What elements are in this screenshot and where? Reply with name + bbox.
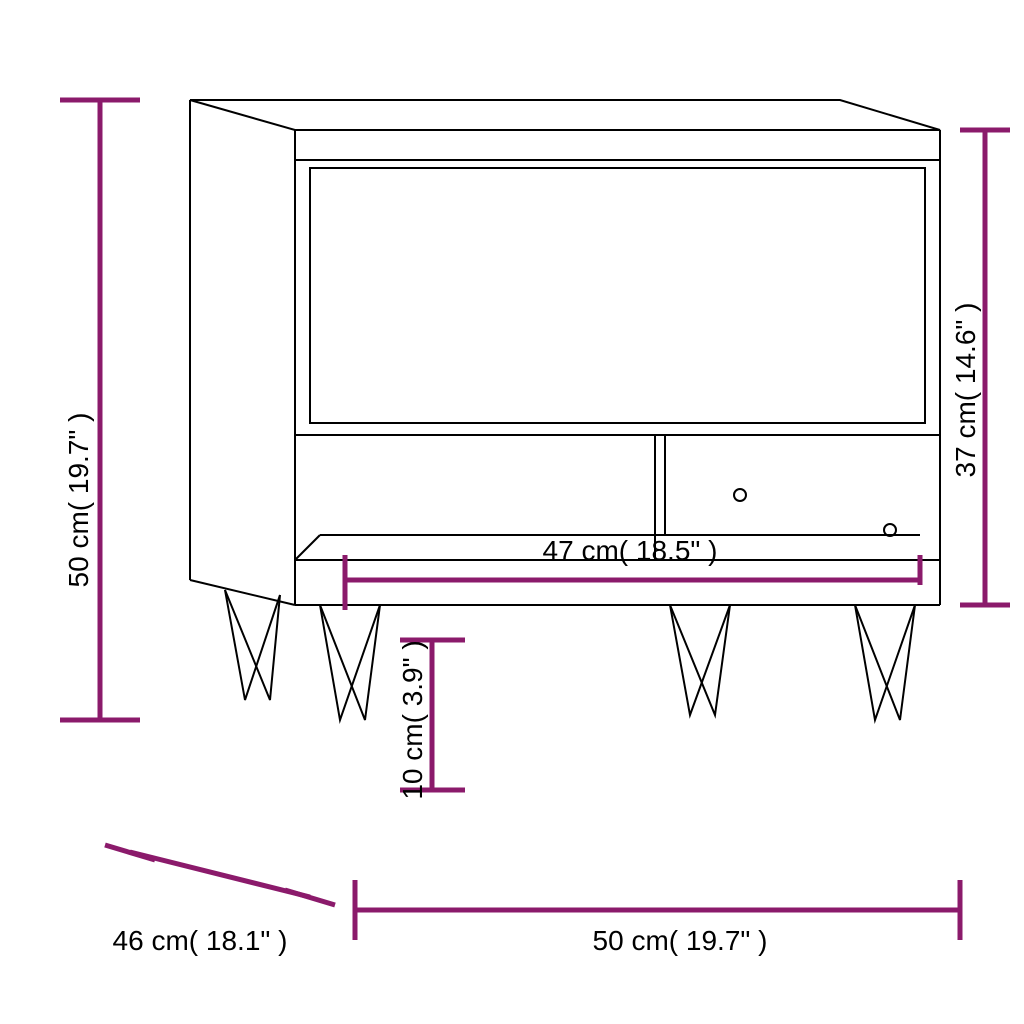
- label-width: 50 cm( 19.7" ): [593, 925, 768, 956]
- label-depth: 46 cm( 18.1" ): [113, 925, 288, 956]
- dimension-labels: 50 cm( 19.7" ) 37 cm( 14.6" ) 47 cm( 18.…: [63, 303, 981, 956]
- dimension-lines: [60, 100, 1010, 940]
- label-total-height: 50 cm( 19.7" ): [63, 413, 94, 588]
- label-front-height: 37 cm( 14.6" ): [950, 303, 981, 478]
- label-leg-height: 10 cm( 3.9" ): [397, 640, 428, 799]
- furniture-outline: [190, 100, 940, 720]
- label-shelf-width: 47 cm( 18.5" ): [543, 535, 718, 566]
- furniture-dimension-diagram: 50 cm( 19.7" ) 37 cm( 14.6" ) 47 cm( 18.…: [0, 0, 1024, 1024]
